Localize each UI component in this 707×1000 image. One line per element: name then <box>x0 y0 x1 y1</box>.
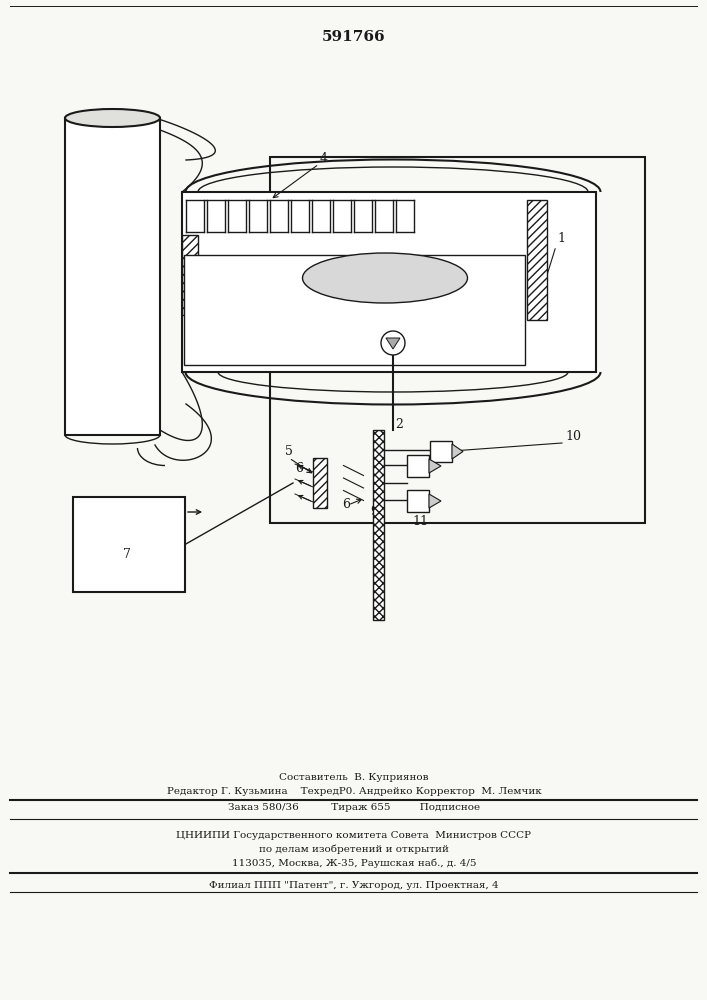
Bar <box>73 497 185 592</box>
Ellipse shape <box>303 253 467 303</box>
Text: Редактор Г. Кузьмина    ТехредР0. Андрейко Корректор  М. Лемчик: Редактор Г. Кузьмина ТехредР0. Андрейко … <box>167 788 542 796</box>
Text: Филиал ППП "Патент", г. Ужгород, ул. Проектная, 4: Филиал ППП "Патент", г. Ужгород, ул. Про… <box>209 882 499 890</box>
Bar <box>182 192 596 372</box>
Polygon shape <box>429 459 441 473</box>
Text: 1: 1 <box>557 232 565 245</box>
Text: ЦНИИПИ Государственного комитета Совета  Министров СССР: ЦНИИПИ Государственного комитета Совета … <box>177 830 532 840</box>
Text: 591766: 591766 <box>322 30 386 44</box>
Text: 2: 2 <box>395 418 403 431</box>
Text: Заказ 580/36          Тираж 655         Подписное: Заказ 580/36 Тираж 655 Подписное <box>228 804 480 812</box>
Bar <box>407 455 429 477</box>
Ellipse shape <box>65 109 160 127</box>
Polygon shape <box>429 494 441 508</box>
Text: 3: 3 <box>434 450 442 463</box>
Text: Составитель  В. Куприянов: Составитель В. Куприянов <box>279 774 428 782</box>
Bar <box>184 255 525 365</box>
Bar <box>313 458 327 508</box>
Text: 11: 11 <box>412 515 428 528</box>
Text: по делам изобретений и открытий: по делам изобретений и открытий <box>259 844 449 854</box>
Text: 6: 6 <box>342 498 350 511</box>
Text: 9: 9 <box>370 505 378 518</box>
Bar <box>430 441 452 462</box>
Bar <box>373 430 384 620</box>
Bar <box>65 118 160 435</box>
Polygon shape <box>452 444 463 459</box>
Text: 113035, Москва, Ж-35, Раушская наб., д. 4/5: 113035, Москва, Ж-35, Раушская наб., д. … <box>232 858 477 868</box>
Bar <box>270 157 645 523</box>
Circle shape <box>381 331 405 355</box>
Bar <box>407 490 429 512</box>
Text: 6: 6 <box>295 462 303 475</box>
Text: 10: 10 <box>565 430 581 443</box>
Text: 7: 7 <box>123 548 131 561</box>
Bar <box>182 235 198 315</box>
Text: 4: 4 <box>320 152 328 165</box>
Text: 5: 5 <box>285 445 293 458</box>
Polygon shape <box>386 338 400 349</box>
Bar <box>527 200 547 320</box>
